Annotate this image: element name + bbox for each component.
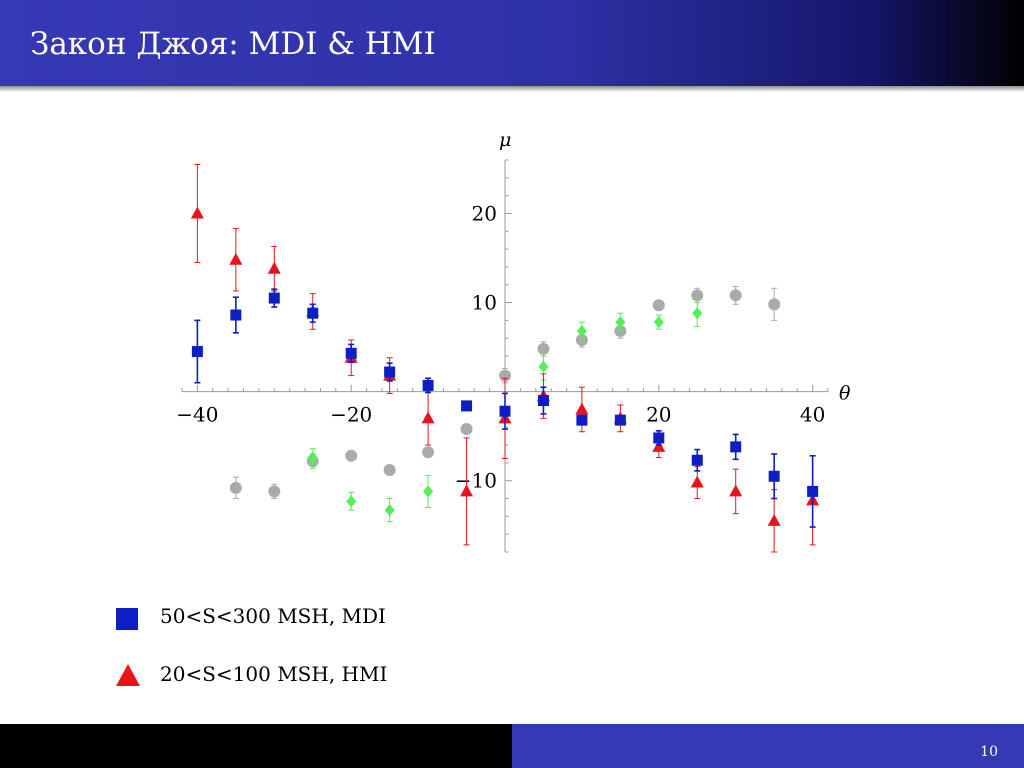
data-point-circle (422, 446, 435, 459)
data-point-circle (729, 289, 742, 302)
data-point-triangle (690, 475, 704, 488)
header-shadow (0, 86, 1024, 92)
data-point-triangle (767, 513, 781, 526)
data-point-diamond (692, 307, 703, 320)
data-point-square (422, 379, 434, 391)
data-point-diamond (384, 504, 395, 517)
data-point-diamond (307, 451, 318, 464)
x-tick-label: 40 (800, 403, 825, 427)
x-tick-label: −20 (330, 403, 372, 427)
y-tick-label: 20 (472, 201, 497, 225)
data-point-circle (537, 342, 550, 355)
data-point-square (653, 432, 665, 444)
y-tick-label: 10 (472, 291, 497, 315)
data-point-triangle (267, 261, 281, 274)
page-number: 10 (980, 744, 998, 760)
x-tick-label: −40 (176, 403, 218, 427)
series-diamond (307, 299, 703, 523)
data-point-square (384, 366, 396, 378)
data-point-triangle (729, 484, 743, 497)
data-point-square (691, 454, 703, 466)
data-point-diamond (423, 485, 434, 498)
data-point-square (191, 346, 203, 358)
data-point-diamond (653, 316, 664, 329)
data-point-diamond (576, 325, 587, 338)
data-point-square (730, 441, 742, 453)
legend-label-hmi: 20<S<100 MSH, HMI (160, 662, 388, 686)
data-point-square (499, 405, 511, 417)
data-point-diamond (615, 316, 626, 329)
data-point-square (461, 400, 473, 412)
data-point-square (537, 395, 549, 407)
footer-left-bar (0, 724, 512, 768)
data-point-circle (460, 423, 473, 436)
data-point-triangle (229, 252, 243, 265)
data-point-triangle (575, 402, 589, 415)
legend-label-mdi: 50<S<300 MSH, MDI (160, 604, 386, 628)
data-point-circle (768, 298, 781, 311)
data-point-square (807, 485, 819, 497)
data-point-square (307, 307, 319, 319)
series-triangle (190, 163, 820, 553)
legend-square-marker (116, 608, 138, 630)
legend-triangle-marker (116, 664, 140, 686)
data-point-triangle (190, 206, 204, 219)
data-point-square (345, 347, 357, 359)
data-point-square (268, 292, 280, 304)
data-point-square (230, 309, 242, 321)
tick-labels: −40 −20 20 40 −10 10 20 (176, 201, 825, 492)
data-point-diamond (538, 360, 549, 373)
data-point-circle (229, 481, 242, 494)
data-point-triangle (460, 484, 474, 497)
data-point-circle (268, 485, 281, 498)
series-layer (190, 163, 820, 553)
data-point-square (768, 470, 780, 482)
data-point-circle (652, 299, 665, 312)
slide-title: Закон Джоя: MDI & HMI (30, 26, 436, 62)
series-square (191, 288, 819, 528)
slide-header: Закон Джоя: MDI & HMI (0, 0, 1024, 86)
data-point-square (576, 414, 588, 426)
data-point-circle (691, 289, 704, 302)
x-tick-label: 20 (646, 403, 671, 427)
data-point-circle (383, 464, 396, 477)
x-axis-label: θ (839, 383, 851, 405)
footer-right-bar (512, 724, 1024, 768)
data-point-square (614, 414, 626, 426)
data-point-diamond (346, 495, 357, 508)
y-axis-label: μ (499, 129, 511, 151)
data-point-circle (345, 449, 358, 462)
y-tick-label: −10 (455, 469, 497, 493)
data-point-triangle (421, 411, 435, 424)
